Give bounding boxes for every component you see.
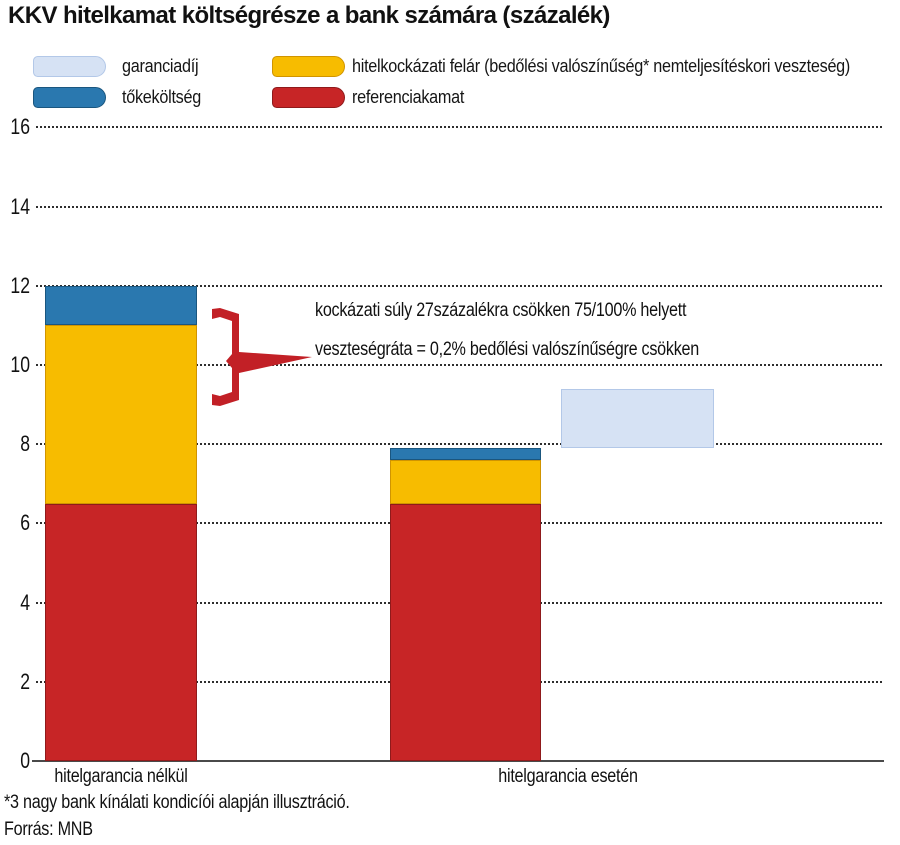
bar-segment-nelkul-hitelkockázati-felár xyxy=(45,325,197,504)
legend-label-hitelkockazati-felar: hitelkockázati felár (bedőlési valószínű… xyxy=(352,56,851,76)
legend-swatch-garanciadij xyxy=(33,56,106,77)
legend-swatch-referenciakamat xyxy=(272,87,345,108)
ytick-2: 2 xyxy=(20,668,30,694)
ytick-8: 8 xyxy=(20,431,30,457)
bar-segment-eseten-garanciadíj xyxy=(561,388,714,449)
legend-label-referenciakamat: referenciakamat xyxy=(352,87,465,107)
gridline-16 xyxy=(36,126,882,129)
legend-swatch-tokekoltseg xyxy=(33,87,106,108)
category-label-hitelgarancia-nelkul: hitelgarancia nélkül xyxy=(54,766,188,787)
ytick-6: 6 xyxy=(20,510,30,536)
gridline-12 xyxy=(36,284,882,287)
footnote: *3 nagy bank kínálati kondicíói alapján … xyxy=(4,792,350,813)
bar-segment-nelkul-referenciakamat xyxy=(45,503,197,761)
ytick-14: 14 xyxy=(10,193,31,219)
bar-segment-eseten-referenciakamat xyxy=(390,503,541,761)
gridline-10 xyxy=(36,364,882,366)
x-axis-line xyxy=(32,760,884,762)
bar-segment-eseten-tőkeköltség xyxy=(390,448,541,461)
ytick-10: 10 xyxy=(10,352,31,377)
ytick-16: 16 xyxy=(10,114,31,140)
brace-pointer-shape xyxy=(212,308,312,406)
annotation-loss-rate: veszteségráta = 0,2% bedőlési valószínűs… xyxy=(315,339,700,360)
ytick-4: 4 xyxy=(20,589,30,615)
legend-swatch-hitelkockazati-felar xyxy=(272,56,345,77)
bar-segment-nelkul-tőkeköltség xyxy=(45,285,197,326)
ytick-12: 12 xyxy=(10,272,31,298)
ytick-0: 0 xyxy=(20,748,30,773)
category-label-hitelgarancia-eseten: hitelgarancia esetén xyxy=(498,766,638,787)
gridline-8 xyxy=(36,443,882,446)
gridline-14 xyxy=(36,205,882,208)
legend-label-garanciadij: garanciadíj xyxy=(122,56,199,76)
annotation-risk-weight: kockázati súly 27százalékra csökken 75/1… xyxy=(315,300,687,321)
chart-title: KKV hitelkamat költségrésze a bank számá… xyxy=(8,2,610,29)
bar-segment-eseten-hitelkockázati-felár xyxy=(390,460,541,504)
source-label: Forrás: MNB xyxy=(4,819,93,840)
legend-label-tokekoltseg: tőkeköltség xyxy=(122,87,201,107)
